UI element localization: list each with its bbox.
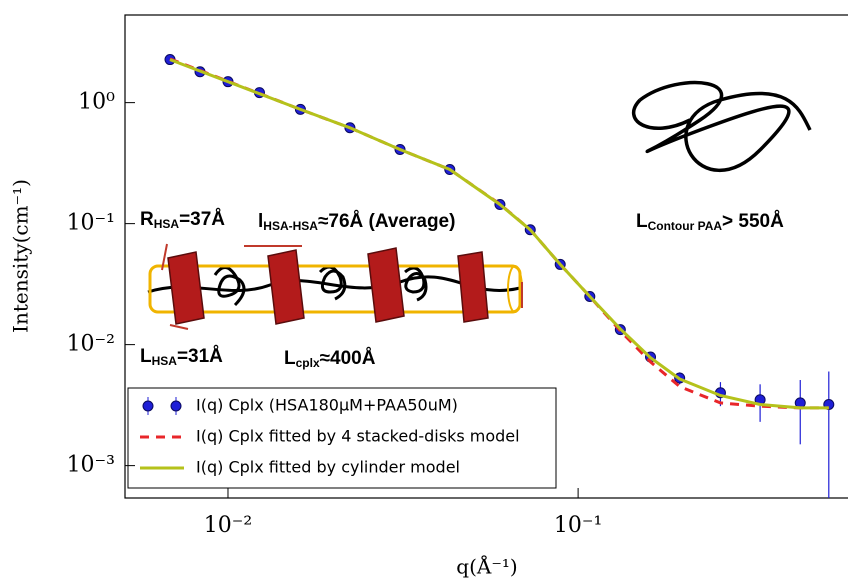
annotation-rest: ≈76Å (Average) (318, 211, 456, 232)
legend-label: I(q) Cplx fitted by 4 stacked-disks mode… (196, 427, 520, 446)
legend-label: I(q) Cplx fitted by cylinder model (196, 458, 460, 477)
annotation-rest: ≈400Å (320, 348, 376, 369)
annotation: lHSA-HSA≈76Å (Average) (258, 211, 455, 233)
plot-frame (124, 14, 848, 499)
y-tick-label: 10⁻³ (67, 453, 115, 478)
annotation-sub: cplx (296, 356, 320, 370)
annotation: RHSA=37Å (140, 209, 225, 231)
annotation-sub: HSA (154, 217, 180, 231)
annotation-sub: HSA-HSA (263, 219, 318, 233)
annotation-text: L (140, 346, 152, 367)
illustration (147, 80, 812, 330)
annotation-text: l (258, 211, 263, 232)
annotation-rest: =37Å (179, 209, 225, 230)
plot-area (164, 54, 835, 498)
x-tick-label: 10⁻² (204, 513, 252, 538)
annotation-sub: Contour PAA (648, 219, 723, 233)
fit-line (169, 58, 829, 410)
legend-marker (170, 400, 182, 412)
y-axis-label: Intensity(cm⁻¹) (9, 179, 33, 333)
y-tick-label: 10⁻¹ (67, 211, 115, 236)
annotation-text: R (140, 209, 154, 230)
annotation-rest: =31Å (177, 346, 223, 367)
x-tick-label: 10⁻¹ (554, 513, 602, 538)
fit-line (169, 57, 829, 410)
annotation-rest: > 550Å (722, 211, 784, 232)
annotation-text: L (284, 348, 296, 369)
legend: I(q) Cplx (HSA180μM+PAA50uM) I(q) Cplx fi… (127, 387, 557, 489)
legend-label: I(q) Cplx (HSA180μM+PAA50uM) (196, 396, 458, 415)
annotation-text: L (636, 211, 648, 232)
x-axis-label: q(Å⁻¹) (456, 554, 517, 579)
annotation: LHSA=31Å (140, 346, 223, 368)
annotation: Lcplx≈400Å (284, 348, 376, 370)
legend-marker (142, 400, 154, 412)
y-tick-label: 10⁰ (78, 90, 115, 115)
annotation-sub: HSA (152, 354, 178, 368)
y-tick-label: 10⁻² (67, 332, 115, 357)
annotation: LContour PAA> 550Å (636, 211, 784, 233)
